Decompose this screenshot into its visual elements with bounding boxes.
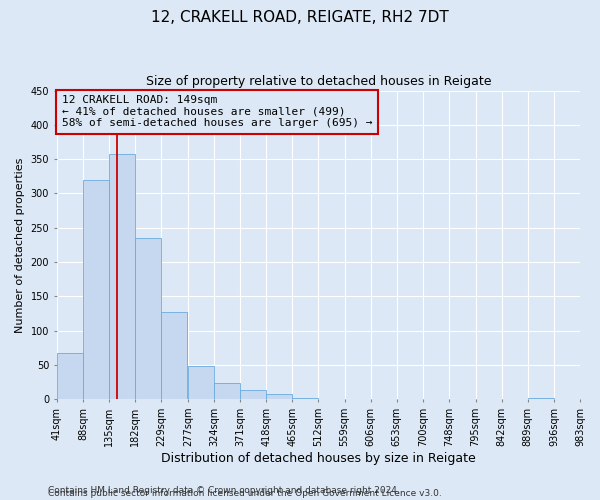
- X-axis label: Distribution of detached houses by size in Reigate: Distribution of detached houses by size …: [161, 452, 476, 465]
- Bar: [528, 398, 554, 400]
- Bar: [83, 180, 109, 400]
- Bar: [266, 394, 292, 400]
- Bar: [292, 398, 319, 400]
- Text: Contains HM Land Registry data © Crown copyright and database right 2024.: Contains HM Land Registry data © Crown c…: [48, 486, 400, 495]
- Bar: [214, 383, 240, 400]
- Bar: [135, 238, 161, 400]
- Bar: [57, 354, 83, 400]
- Y-axis label: Number of detached properties: Number of detached properties: [15, 157, 25, 332]
- Bar: [109, 154, 135, 400]
- Text: Contains public sector information licensed under the Open Government Licence v3: Contains public sector information licen…: [48, 488, 442, 498]
- Title: Size of property relative to detached houses in Reigate: Size of property relative to detached ho…: [146, 75, 491, 88]
- Text: 12, CRAKELL ROAD, REIGATE, RH2 7DT: 12, CRAKELL ROAD, REIGATE, RH2 7DT: [151, 10, 449, 25]
- Bar: [188, 366, 214, 400]
- Bar: [161, 312, 187, 400]
- Text: 12 CRAKELL ROAD: 149sqm
← 41% of detached houses are smaller (499)
58% of semi-d: 12 CRAKELL ROAD: 149sqm ← 41% of detache…: [62, 95, 373, 128]
- Bar: [240, 390, 266, 400]
